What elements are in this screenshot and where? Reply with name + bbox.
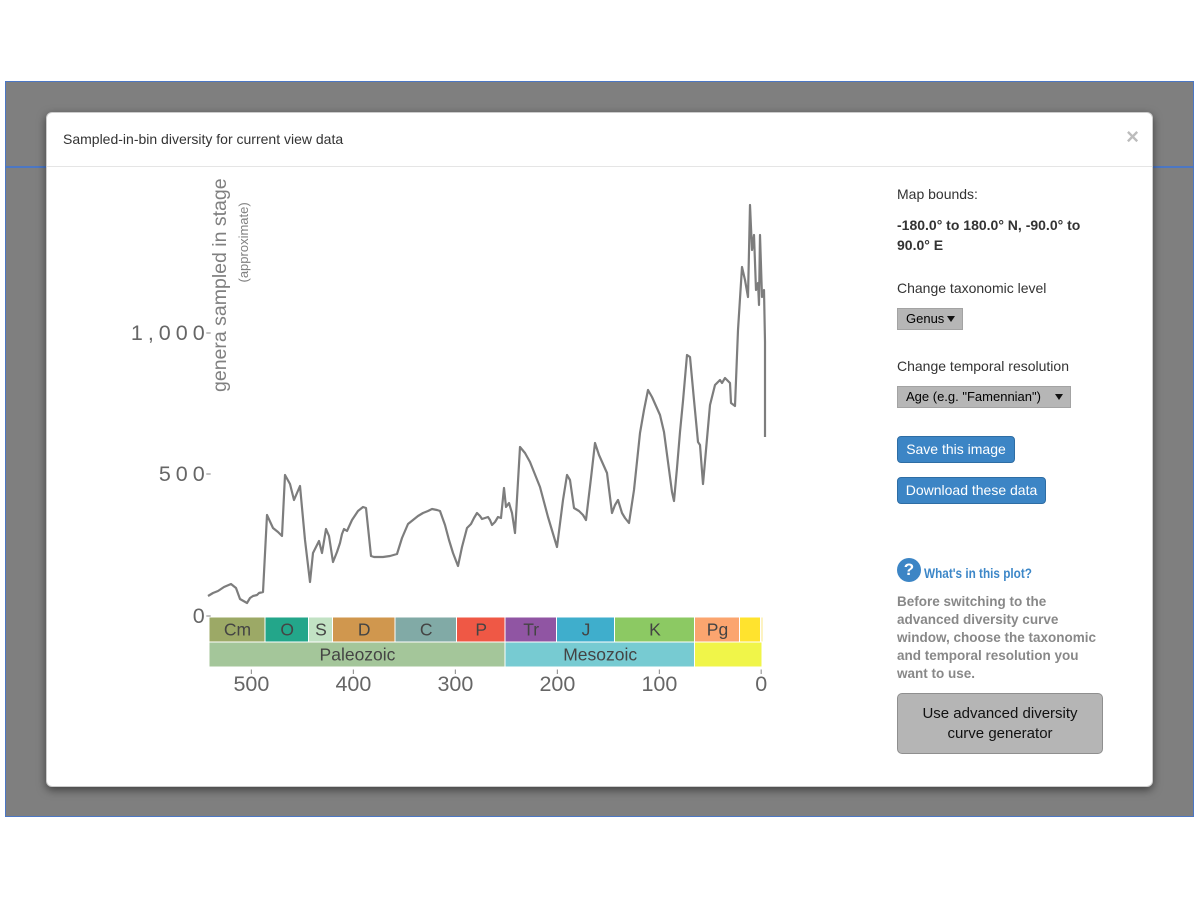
svg-text:genera sampled in stage: genera sampled in stage xyxy=(209,178,231,392)
svg-text:400: 400 xyxy=(335,672,371,696)
svg-text:J: J xyxy=(582,620,591,640)
svg-text:P: P xyxy=(475,620,487,640)
svg-text:Mesozoic: Mesozoic xyxy=(563,645,637,665)
svg-text:500: 500 xyxy=(233,672,269,696)
svg-text:S: S xyxy=(315,620,327,640)
svg-text:C: C xyxy=(420,620,433,640)
svg-text:Cm: Cm xyxy=(224,620,251,640)
svg-text:D: D xyxy=(358,620,371,640)
svg-text:300: 300 xyxy=(437,672,473,696)
svg-text:O: O xyxy=(280,620,294,640)
svg-text:K: K xyxy=(649,620,661,640)
svg-text:200: 200 xyxy=(539,672,575,696)
svg-text:0: 0 xyxy=(755,672,767,696)
svg-text:Paleozoic: Paleozoic xyxy=(320,645,396,665)
svg-text:500: 500 xyxy=(159,462,210,486)
svg-text:0: 0 xyxy=(193,604,210,628)
svg-text:100: 100 xyxy=(641,672,677,696)
svg-text:(approximate): (approximate) xyxy=(236,202,251,282)
svg-text:Pg: Pg xyxy=(707,620,728,640)
svg-text:Tr: Tr xyxy=(523,620,539,640)
svg-text:1,000: 1,000 xyxy=(131,321,210,345)
